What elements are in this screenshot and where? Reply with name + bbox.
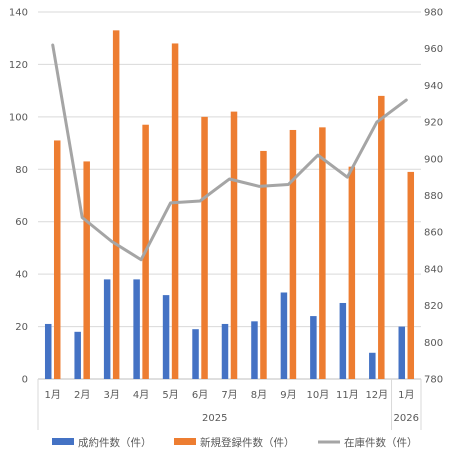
contract-count-bar — [44, 323, 52, 379]
legend-item-stock: 在庫件数（件） — [318, 436, 418, 449]
y-right-tick-label: 940 — [424, 81, 443, 92]
y-left-tick-label: 140 — [9, 8, 28, 19]
contract-count-bar — [251, 321, 258, 379]
new-listing-bar — [348, 166, 356, 379]
contract-count-bar — [162, 295, 170, 379]
legend-label: 成約件数（件） — [78, 436, 152, 449]
x-category-label: 10月 — [307, 389, 330, 401]
new-listing-bar — [260, 150, 267, 379]
legend-item-new-listings: 新規登録件数（件） — [174, 436, 295, 449]
y-right-tick-label: 860 — [424, 228, 443, 239]
new-listing-bar — [201, 116, 208, 379]
new-listing-bar — [378, 95, 385, 379]
y-right-tick-label: 900 — [424, 154, 443, 165]
contract-count-bar — [280, 292, 288, 379]
contract-count-bar — [74, 331, 81, 379]
x-category-label: 1月 — [45, 389, 61, 401]
x-year-label: 2026 — [394, 413, 419, 424]
y-right-tick-label: 920 — [424, 118, 443, 129]
new-listing-bar — [230, 111, 238, 379]
contract-count-bar — [398, 326, 406, 379]
x-category-label: 1月 — [398, 389, 414, 401]
x-category-label: 8月 — [251, 389, 267, 401]
y-right-tick-label: 780 — [424, 375, 443, 386]
y-right-tick-label: 980 — [424, 8, 443, 19]
y-left-tick-label: 40 — [15, 270, 28, 281]
contract-count-bar — [221, 323, 229, 379]
new-listing-bar — [171, 43, 179, 379]
gridlines — [38, 11, 421, 380]
y-right-tick-label: 960 — [424, 44, 443, 55]
legend-swatch — [174, 438, 196, 445]
new-listing-bar — [112, 30, 120, 379]
new-listing-bar — [53, 140, 61, 379]
new-listing-bar — [319, 127, 326, 379]
new-listing-bar — [289, 129, 297, 379]
x-category-label: 6月 — [192, 389, 208, 401]
x-category-label: 4月 — [133, 389, 149, 401]
x-category-label: 7月 — [221, 389, 237, 401]
legend-label: 新規登録件数（件） — [200, 436, 295, 449]
y-right-tick-label: 880 — [424, 191, 443, 202]
x-category-label: 5月 — [162, 389, 178, 401]
contract-count-bar — [310, 316, 317, 379]
new-listing-bar — [407, 171, 415, 379]
y-left-tick-label: 80 — [15, 165, 28, 176]
contract-count-bar — [192, 329, 199, 379]
contract-count-bar — [133, 279, 140, 379]
stock-line — [51, 43, 408, 262]
legend-swatch — [52, 438, 74, 445]
legend-item-contracts: 成約件数（件） — [52, 436, 152, 449]
y-left-tick-label: 100 — [9, 112, 28, 123]
legend: 成約件数（件） 新規登録件数（件） 在庫件数（件） — [52, 436, 418, 449]
y-left-tick-label: 120 — [9, 60, 28, 71]
legend-label: 在庫件数（件） — [344, 436, 418, 449]
axes: 0 20 40 60 80 100 120 140 780 800 820 840 860 880 900 9… — [9, 8, 443, 430]
y-left-tick-label: 0 — [22, 375, 28, 386]
y-right-tick-label: 820 — [424, 301, 443, 312]
contract-count-bar — [339, 302, 347, 379]
x-category-label: 12月 — [365, 389, 388, 401]
x-category-label: 3月 — [103, 389, 119, 401]
y-right-tick-label: 840 — [424, 264, 443, 275]
x-category-label: 11月 — [336, 389, 359, 401]
contract-count-bar — [103, 279, 111, 379]
y-right-tick-label: 800 — [424, 338, 443, 349]
x-year-label: 2025 — [202, 413, 227, 424]
y-left-tick-label: 60 — [15, 217, 28, 228]
contract-count-bar — [369, 352, 376, 379]
new-listing-bar — [83, 161, 90, 379]
y-left-tick-label: 20 — [15, 322, 28, 333]
x-category-label: 2月 — [74, 389, 90, 401]
bars — [44, 30, 415, 379]
x-category-label: 9月 — [280, 389, 296, 401]
